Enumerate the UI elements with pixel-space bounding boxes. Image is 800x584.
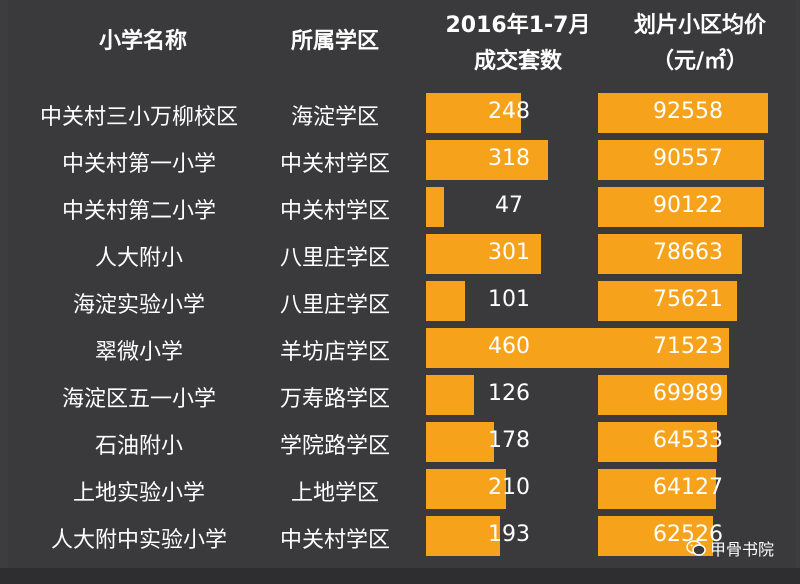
header-price-line2: （元/㎡） <box>651 49 749 74</box>
price-value-label: 90122 <box>653 193 723 218</box>
school-name-cell: 翠微小学 <box>94 340 183 365</box>
school-name-cell: 中关村第一小学 <box>61 152 216 177</box>
price-value-label: 78663 <box>653 240 723 265</box>
deals-bar <box>426 375 474 415</box>
price-value-label: 90557 <box>653 146 723 171</box>
footer-strip <box>0 568 800 584</box>
deals-bar <box>426 422 494 462</box>
school-name-cell: 上地实验小学 <box>72 481 205 506</box>
district-cell: 海淀学区 <box>290 105 379 130</box>
price-value-label: 69989 <box>653 381 723 406</box>
district-cell: 八里庄学区 <box>279 246 390 271</box>
deals-bar <box>426 469 506 509</box>
deals-value-label: 126 <box>488 381 530 406</box>
deals-value-label: 460 <box>488 334 530 359</box>
school-name-cell: 石油附小 <box>94 434 183 459</box>
wechat-icon <box>686 540 706 556</box>
price-value-label: 92558 <box>653 99 723 124</box>
price-value-label: 64533 <box>653 428 723 453</box>
price-value-label: 75621 <box>653 287 723 312</box>
price-bar <box>598 469 716 509</box>
deals-bar <box>426 281 465 321</box>
deals-value-label: 318 <box>488 146 530 171</box>
district-cell: 八里庄学区 <box>279 293 390 318</box>
header-deals-line1: 2016年1-7月 <box>445 13 591 38</box>
school-name-cell: 人大附中实验小学 <box>50 528 227 553</box>
deals-bar <box>426 328 602 368</box>
district-cell: 中关村学区 <box>279 199 390 224</box>
price-bar <box>598 93 768 133</box>
price-bar <box>598 422 717 462</box>
district-cell: 中关村学区 <box>279 528 390 553</box>
deals-bar <box>426 516 500 556</box>
deals-value-label: 101 <box>488 287 530 312</box>
deals-bar <box>426 234 541 274</box>
deals-bar <box>426 93 521 133</box>
deals-bar <box>426 140 548 180</box>
watermark: 甲骨书院 <box>686 536 774 560</box>
district-cell: 学院路学区 <box>279 434 390 459</box>
deals-value-label: 301 <box>488 240 530 265</box>
header-deals-line2: 成交套数 <box>473 49 562 74</box>
watermark-text: 甲骨书院 <box>709 540 774 559</box>
price-bar <box>598 328 729 368</box>
school-name-cell: 中关村三小万柳校区 <box>39 105 238 130</box>
district-cell: 上地学区 <box>290 481 379 506</box>
district-cell: 中关村学区 <box>279 152 390 177</box>
district-cell: 万寿路学区 <box>279 387 390 412</box>
school-name-cell: 人大附小 <box>94 246 183 271</box>
chart-table: 小学名称 所属学区 2016年1-7月 成交套数 划片小区均价 （元/㎡） 中关… <box>8 0 796 584</box>
school-name-cell: 海淀区五一小学 <box>61 387 216 412</box>
price-bar <box>598 375 727 415</box>
price-bar <box>598 234 742 274</box>
deals-value-label: 47 <box>495 193 523 218</box>
district-cell: 羊坊店学区 <box>279 340 390 365</box>
header-price-line1: 划片小区均价 <box>633 13 766 38</box>
price-bar <box>598 281 737 321</box>
deals-value-label: 210 <box>488 475 530 500</box>
deals-bar <box>426 187 444 227</box>
deals-value-label: 193 <box>488 522 530 547</box>
deals-value-label: 178 <box>488 428 530 453</box>
deals-value-label: 248 <box>488 99 530 124</box>
header-school: 小学名称 <box>98 29 187 54</box>
header-district: 所属学区 <box>290 29 379 54</box>
price-bar <box>598 140 764 180</box>
price-value-label: 64127 <box>653 475 723 500</box>
school-name-cell: 海淀实验小学 <box>72 293 205 318</box>
school-name-cell: 中关村第二小学 <box>61 199 216 224</box>
price-bar <box>598 187 764 227</box>
price-value-label: 71523 <box>653 334 723 359</box>
